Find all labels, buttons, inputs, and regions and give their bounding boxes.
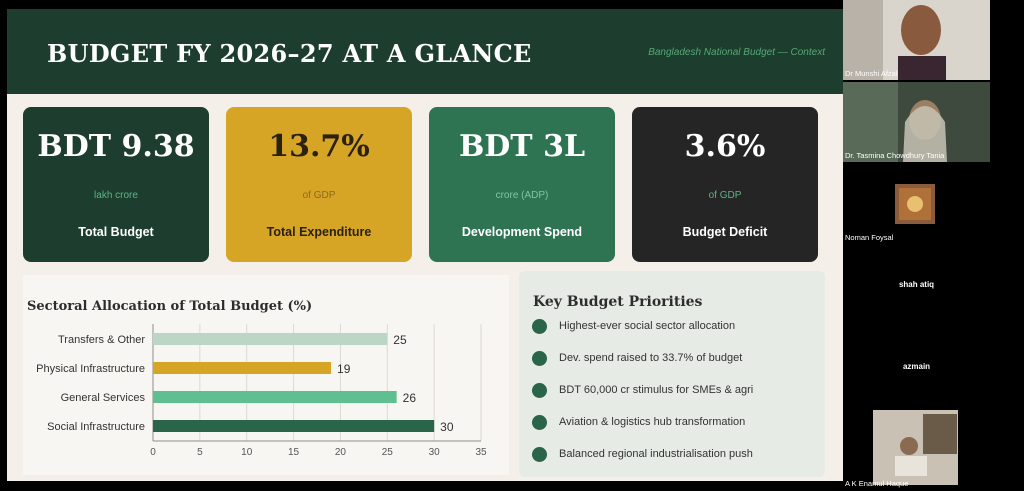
sector-bar-chart: 0 5 10 15 20 25 30 35 Transfers & Other 25 Physica… (36, 324, 487, 458)
bullet-icon (532, 382, 547, 398)
x-tick-label: 20 (335, 447, 347, 458)
priority-text: Dev. spend raised to 33.7% of budget (559, 352, 743, 364)
participant-tile[interactable]: Dr. Tasmina Chowdhury Tania (843, 82, 990, 162)
participant-name: azmain (902, 362, 931, 371)
priority-item: Dev. spend raised to 33.7% of budget (532, 350, 742, 366)
bar (153, 362, 332, 374)
priority-item: BDT 60,000 cr stimulus for SMEs & agri (532, 382, 753, 398)
category-label: Transfers & Other (58, 334, 145, 346)
bar (153, 333, 388, 345)
stat-label: Development Spend (461, 225, 583, 239)
bullet-icon (532, 318, 547, 334)
stat-card-budget-deficit: 3.6% of GDP Budget Deficit (632, 107, 818, 262)
x-tick-label: 15 (288, 447, 300, 458)
participant-tile[interactable]: shah atiq (843, 246, 990, 326)
x-tick-label: 0 (150, 447, 156, 458)
stat-value: 3.6% (684, 129, 766, 164)
stat-label: Total Expenditure (266, 225, 372, 239)
avatar-icon (843, 164, 990, 244)
data-label: 19 (337, 362, 351, 376)
bullet-icon (532, 414, 547, 430)
slide-title: BUDGET FY 2026–27 AT A GLANCE (47, 39, 532, 68)
x-tick-label: 25 (382, 447, 394, 458)
participant-tile[interactable]: azmain (843, 328, 990, 408)
person-video-icon (843, 410, 990, 490)
stat-value: BDT 9.38 (37, 129, 195, 164)
priority-text: BDT 60,000 cr stimulus for SMEs & agri (559, 384, 754, 396)
priorities-panel (519, 271, 825, 477)
stat-card-development-spend: BDT 3L crore (ADP) Development Spend (429, 107, 615, 262)
priority-item: Highest-ever social sector allocation (532, 318, 735, 334)
participant-tile[interactable]: A K Enamul Haque (843, 410, 990, 490)
slide-header: BUDGET FY 2026–27 AT A GLANCE Bangladesh… (7, 9, 843, 94)
bar (153, 420, 435, 432)
x-tick-label: 35 (475, 447, 487, 458)
priority-item: Aviation & logistics hub transformation (532, 414, 745, 430)
priority-text: Balanced regional industrialisation push (559, 448, 753, 460)
stat-unit: lakh crore (94, 190, 138, 201)
stat-unit: crore (ADP) (495, 190, 549, 201)
bullet-icon (532, 350, 547, 366)
participant-name: shah atiq (898, 280, 935, 289)
x-tick-label: 10 (241, 447, 253, 458)
participant-name: A K Enamul Haque (845, 479, 909, 488)
x-tick-label: 5 (197, 447, 203, 458)
priority-item: Balanced regional industrialisation push (532, 446, 753, 462)
chart-panel (23, 275, 509, 475)
stat-label: Budget Deficit (682, 225, 768, 239)
participant-name: Dr. Tasmina Chowdhury Tania (845, 151, 945, 160)
priority-text: Highest-ever social sector allocation (559, 320, 736, 332)
participant-name: Noman Foysal (845, 233, 894, 242)
data-label: 26 (403, 391, 417, 405)
data-label: 25 (393, 333, 407, 347)
participant-tile[interactable]: Dr Munshi Afzal (843, 0, 990, 80)
participant-name: Dr Munshi Afzal (845, 69, 898, 78)
chart-title: Sectoral Allocation of Total Budget (%) (27, 299, 313, 314)
stat-unit: of GDP (708, 190, 742, 201)
stat-value: 13.7% (268, 129, 370, 164)
stat-label: Total Budget (78, 225, 154, 239)
person-video-icon (843, 82, 990, 162)
person-video-icon (843, 0, 990, 80)
stat-value: BDT 3L (458, 129, 586, 164)
category-label: Physical Infrastructure (36, 363, 145, 375)
bullet-icon (532, 446, 547, 462)
priorities-title: Key Budget Priorities (533, 294, 703, 310)
participant-tile[interactable]: Noman Foysal (843, 164, 990, 244)
slide: BUDGET FY 2026–27 AT A GLANCE Bangladesh… (7, 9, 843, 481)
slide-subtitle: Bangladesh National Budget — Context (648, 47, 825, 58)
category-label: General Services (61, 392, 146, 404)
priority-text: Aviation & logistics hub transformation (559, 416, 746, 428)
stat-card-total-expenditure: 13.7% of GDP Total Expenditure (226, 107, 412, 262)
data-label: 30 (440, 420, 454, 434)
bar (153, 391, 397, 403)
category-label: Social Infrastructure (47, 421, 145, 433)
stat-card-total-budget: BDT 9.38 lakh crore Total Budget (23, 107, 209, 262)
x-tick-label: 30 (429, 447, 441, 458)
stat-unit: of GDP (302, 190, 336, 201)
